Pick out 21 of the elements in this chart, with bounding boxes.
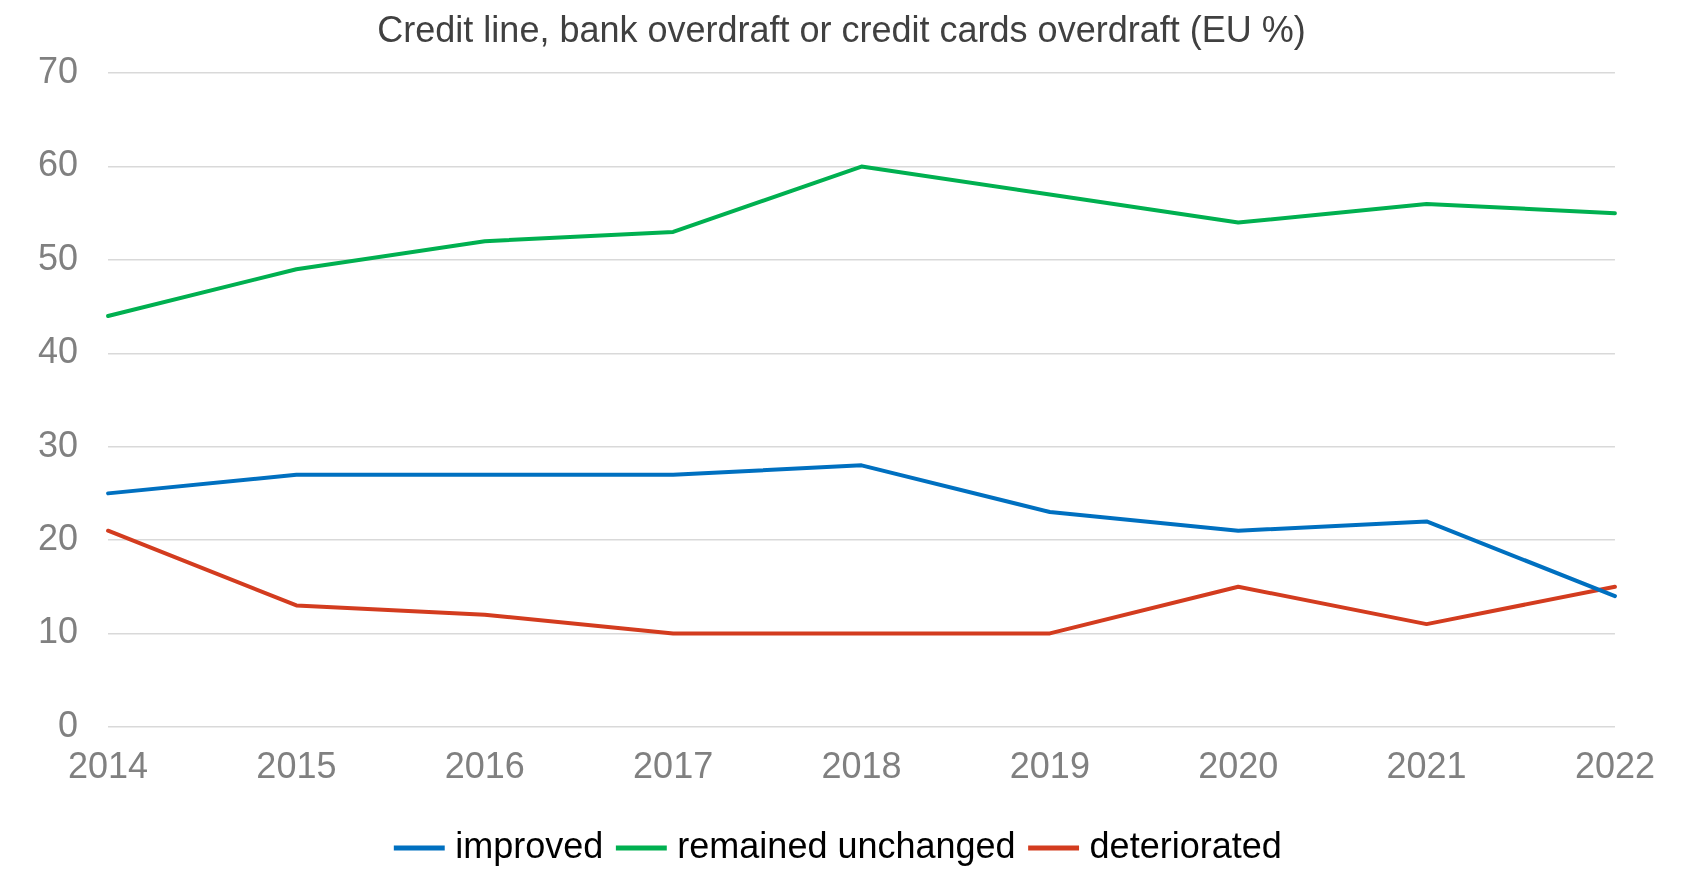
y-tick-label: 0	[58, 703, 79, 745]
y-tick-label: 60	[38, 143, 79, 185]
y-tick-label: 50	[38, 236, 79, 278]
legend-label: improved	[455, 824, 604, 866]
x-tick-label: 2014	[68, 745, 149, 787]
y-tick-label: 10	[38, 610, 79, 652]
x-tick-label: 2019	[1009, 745, 1090, 787]
y-tick-label: 40	[38, 330, 79, 372]
x-tick-label: 2018	[821, 745, 902, 787]
x-tick-label: 2022	[1574, 745, 1655, 787]
x-tick-label: 2020	[1198, 745, 1279, 787]
x-tick-label: 2016	[444, 745, 525, 787]
x-tick-label: 2017	[633, 745, 714, 787]
legend-label: deteriorated	[1089, 824, 1282, 866]
y-tick-label: 20	[38, 516, 79, 558]
x-tick-label: 2015	[256, 745, 337, 787]
chart-title: Credit line, bank overdraft or credit cards overdraft (EU %)	[377, 8, 1306, 50]
y-tick-label: 30	[38, 423, 79, 465]
legend-label: remained unchanged	[677, 824, 1016, 866]
x-tick-label: 2021	[1386, 745, 1467, 787]
y-tick-label: 70	[38, 50, 79, 92]
